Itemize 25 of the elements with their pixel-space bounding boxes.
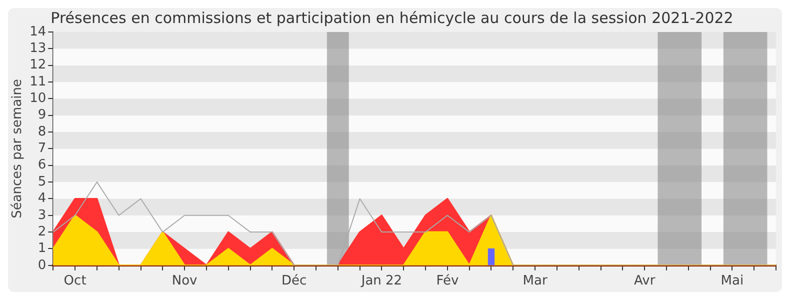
x-tick-label: Oct (64, 274, 86, 289)
x-tick-label: Mar (522, 274, 548, 289)
x-tick-label: Jan 22 (360, 274, 402, 289)
x-tick-label: Nov (172, 274, 198, 289)
y-tick-label: 11 (30, 74, 46, 90)
y-tick-label: 4 (38, 191, 46, 206)
y-tick-label: 12 (30, 58, 46, 73)
y-tick-label: 5 (38, 174, 46, 190)
y-tick-label: 2 (38, 224, 46, 240)
y-tick-label: 9 (38, 108, 46, 123)
y-tick-label: 3 (38, 208, 46, 223)
x-tick-label: Avr (634, 274, 656, 289)
chart-title: Présences en commissions et participation en hémicycle au cours de la session 2021-2022 (50, 8, 734, 27)
y-tick-label: 0 (38, 258, 46, 273)
y-tick-label: 7 (38, 141, 46, 156)
y-tick-label: 10 (30, 91, 46, 106)
x-tick-label: Mai (720, 274, 744, 289)
y-tick-label: 8 (38, 124, 46, 140)
y-tick-label: 1 (38, 241, 46, 256)
x-tick-label: Fév (436, 274, 459, 289)
y-axis-title: Séances par semaine (10, 78, 26, 218)
x-tick-label: Déc (282, 274, 307, 289)
y-tick-label: 6 (38, 158, 46, 173)
y-tick-label: 13 (30, 41, 46, 56)
y-tick-label: 14 (30, 24, 46, 40)
